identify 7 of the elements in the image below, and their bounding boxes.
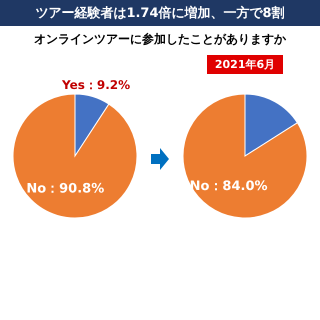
slice-label: Yes：9.2% <box>61 78 130 92</box>
pie-slice <box>182 94 308 218</box>
chart-subtitle: オンラインツアーに参加したことがありますか <box>33 31 287 48</box>
pie-slice <box>12 94 138 218</box>
chart-title: ツアー経験者は1.74倍に増加、一方で8割 <box>0 0 320 26</box>
chart-title: 2021年6月 <box>206 55 284 74</box>
slice-label: No：90.8% <box>26 182 104 197</box>
